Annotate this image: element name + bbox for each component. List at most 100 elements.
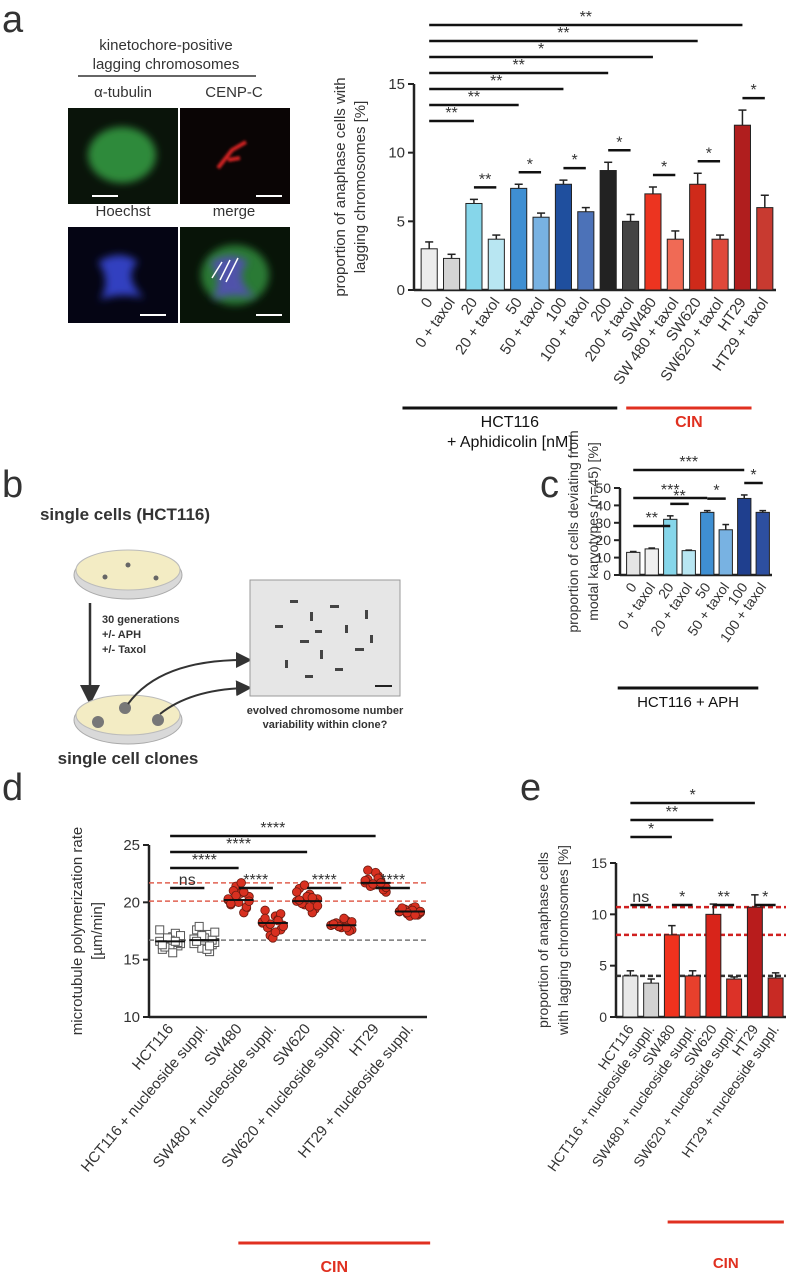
bar bbox=[622, 220, 640, 291]
diagram-text: variability within clone? bbox=[263, 719, 388, 731]
point bbox=[305, 902, 315, 912]
panel-label: b bbox=[2, 464, 23, 506]
bar bbox=[700, 511, 715, 576]
y-axis-label: microtubule polymerization rate bbox=[69, 827, 86, 1035]
bar bbox=[577, 211, 595, 291]
y-axis-label: proportion of cells deviating from bbox=[565, 430, 581, 632]
bar bbox=[663, 518, 678, 576]
point bbox=[265, 919, 275, 929]
group-label: HCT116 + APH bbox=[637, 694, 739, 711]
significance-label: ns bbox=[179, 872, 196, 889]
y-tick-label: 20 bbox=[123, 894, 140, 911]
significance-label: * bbox=[762, 889, 768, 906]
bar bbox=[718, 529, 733, 576]
significance-label: **** bbox=[312, 872, 337, 889]
significance-label: * bbox=[572, 152, 578, 169]
y-tick-label: 0 bbox=[603, 567, 611, 583]
point bbox=[294, 895, 305, 905]
x-tick-label: 20 bbox=[458, 295, 481, 318]
significance-label: ** bbox=[557, 25, 569, 42]
y-tick-label: 0 bbox=[599, 1009, 607, 1025]
bar bbox=[644, 548, 659, 576]
group-label: CIN bbox=[320, 1259, 348, 1276]
significance-label: * bbox=[679, 889, 685, 906]
point bbox=[176, 931, 186, 941]
bar bbox=[711, 238, 729, 291]
point bbox=[210, 927, 220, 937]
significance-label: * bbox=[648, 821, 654, 838]
significance-label: ns bbox=[632, 889, 649, 906]
y-tick-label: 40 bbox=[595, 497, 611, 513]
significance-label: **** bbox=[260, 820, 285, 837]
bar bbox=[465, 202, 483, 291]
point bbox=[168, 948, 178, 958]
panel-label: e bbox=[520, 767, 541, 809]
bar bbox=[666, 238, 684, 291]
image-label: merge bbox=[213, 203, 256, 220]
y-axis-label: proportion of anaphase cells with bbox=[332, 77, 349, 296]
significance-label: * bbox=[661, 159, 667, 176]
significance-label: ** bbox=[512, 57, 524, 74]
diagram-text: single cell clones bbox=[58, 749, 199, 768]
bar bbox=[443, 257, 461, 291]
significance-label: *** bbox=[679, 454, 698, 471]
significance-label: * bbox=[616, 134, 622, 151]
y-tick-label: 5 bbox=[599, 958, 607, 974]
point bbox=[194, 921, 204, 931]
bar bbox=[733, 124, 751, 291]
diagram-text: single cells (HCT116) bbox=[40, 505, 210, 524]
x-tick-label: 0 bbox=[418, 295, 437, 312]
point bbox=[192, 936, 202, 946]
point bbox=[328, 919, 339, 929]
y-tick-label: 25 bbox=[123, 837, 140, 854]
y-axis-label: modal karyotypes (n=45) [%] bbox=[585, 442, 601, 621]
bar bbox=[554, 183, 572, 291]
group-label: CIN bbox=[713, 1255, 739, 1272]
bar bbox=[599, 170, 617, 291]
significance-label: **** bbox=[226, 836, 251, 853]
significance-label: * bbox=[713, 483, 719, 500]
point bbox=[312, 901, 323, 911]
y-tick-label: 0 bbox=[397, 282, 405, 299]
significance-label: ** bbox=[479, 171, 491, 188]
point bbox=[260, 905, 270, 916]
y-tick-label: 15 bbox=[123, 952, 140, 969]
y-tick-label: 5 bbox=[397, 213, 405, 230]
point bbox=[231, 890, 241, 901]
significance-label: * bbox=[690, 787, 696, 804]
microscopy: kinetochore-positive lagging chromosomes… bbox=[68, 37, 290, 323]
point bbox=[299, 880, 310, 890]
significance-label: ** bbox=[718, 889, 730, 906]
significance-label: * bbox=[538, 41, 544, 58]
bar bbox=[737, 497, 752, 576]
bar bbox=[420, 248, 438, 291]
significance-label: ** bbox=[468, 89, 480, 106]
diagram-text: evolved chromosome number bbox=[247, 705, 404, 717]
bar bbox=[622, 975, 639, 1018]
bar bbox=[767, 977, 784, 1018]
bar bbox=[755, 511, 770, 576]
y-tick-label: 10 bbox=[123, 1009, 140, 1026]
y-tick-label: 50 bbox=[595, 480, 611, 496]
significance-label: ** bbox=[666, 804, 678, 821]
x-tick-label: 50 bbox=[502, 295, 525, 318]
point bbox=[205, 941, 215, 951]
significance-label: *** bbox=[661, 482, 680, 499]
panel-label: a bbox=[2, 0, 24, 41]
image-label: CENP-C bbox=[205, 84, 263, 101]
bar bbox=[643, 982, 660, 1018]
bar bbox=[532, 216, 550, 291]
y-tick-label: 30 bbox=[595, 515, 611, 531]
image-label: α-tubulin bbox=[94, 84, 152, 101]
point bbox=[270, 927, 281, 937]
point bbox=[155, 925, 165, 935]
significance-label: * bbox=[751, 82, 757, 99]
bar bbox=[626, 551, 641, 576]
significance-label: ** bbox=[673, 488, 685, 505]
significance-label: **** bbox=[380, 872, 405, 889]
significance-label: ** bbox=[580, 9, 592, 26]
group-label: + Aphidicolin [nM] bbox=[447, 434, 573, 451]
diagram-text: 30 generations bbox=[102, 614, 180, 626]
